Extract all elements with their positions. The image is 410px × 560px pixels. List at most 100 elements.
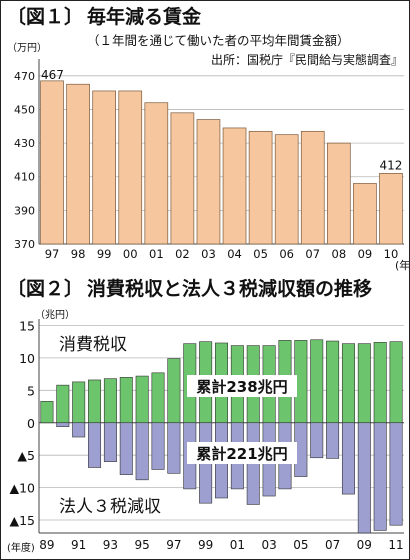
fig2-annotation-upper: 累計238兆円 [196,378,287,396]
fig1-y-tick-label: 430 [14,137,35,150]
fig2-panel-label: 〔図２〕 [7,277,83,300]
fig1-bar [40,80,64,245]
fig1-y-tick-label: 370 [14,238,35,251]
fig1-bar [66,83,90,245]
fig1-bar [170,112,195,245]
fig2-y-tick-label: 10 [19,351,35,366]
fig2-bar-corporate [88,422,102,468]
fig2-y-tick-label: ▲5 [17,448,35,463]
fig2-bar-corporate [326,422,340,459]
fig2-annotation-bg-upper [187,375,297,397]
fig2-bar-consumption [56,384,70,424]
fig1-x-tick-label: 02 [175,247,190,261]
fig2-y-tick-label: 15 [19,318,35,333]
fig2-bar-corporate [135,422,149,481]
fig1-y-tick-label: 470 [14,70,35,83]
fig2-x-tick-label: 05 [293,538,308,552]
fig2-y-tick-label: ▲15 [9,513,35,528]
fig2-x-unit: (年度) [7,541,35,554]
fig2-x-tick-label: 89 [39,538,54,552]
fig2-bar-corporate [373,422,387,531]
fig2-annotation-bg-lower [187,442,297,464]
fig1-bar [196,119,221,245]
fig1-title: 毎年減る賃金 [87,5,202,28]
fig2-x-tick-label: 03 [261,538,276,552]
fig1-bar [92,90,117,245]
fig2-bar-consumption [103,378,117,424]
fig1-x-tick-label: 07 [305,247,320,261]
fig1-x-tick-label: 05 [253,247,268,261]
fig2-series-label-bg-2 [55,493,175,517]
fig2-y-unit: （兆円） [35,309,75,321]
fig1-bar [327,142,351,245]
fig2-bar-corporate [389,422,403,526]
fig1-x-tick-label: 98 [71,247,86,261]
fig2-bar-corporate [341,422,355,495]
fig1-bar [379,173,403,245]
fig2-x-tick-label: 09 [357,538,372,552]
fig2-bar-corporate [72,422,86,438]
fig2-bar-corporate [103,422,117,462]
fig1-bar [248,130,273,245]
fig1-bar [300,130,325,245]
fig1-x-tick-label: 06 [279,247,294,261]
fig2-x-tick-label: 91 [71,538,86,552]
fig1-y-tick-label: 410 [14,171,35,184]
fig1-bar [353,183,377,245]
fig1-y-axis: 370 390 410 430 450 470 [14,70,35,251]
fig2-x-tick-label: 07 [325,538,340,552]
fig2-bar-consumption [326,340,340,424]
fig1-x-axis: 97 98 99 00 01 02 03 04 05 06 07 08 09 10 [45,247,399,261]
fig2-x-tick-label: 01 [230,538,245,552]
fig2-bar-consumption [40,401,54,424]
fig2-bar-consumption [341,343,355,424]
fig1-x-tick-label: 04 [227,247,242,261]
fig1-x-tick-label: 03 [201,247,216,261]
fig2-x-tick-label: 93 [103,538,118,552]
fig1-bars [40,80,403,245]
fig1-x-tick-label: 01 [149,247,164,261]
fig1-subtitle: （１年間を通じて働いた者の平均年間賃金額） [87,33,350,48]
fig2-bar-corporate [357,422,371,534]
fig2-bar-consumption [389,341,403,424]
fig2-bar-corporate [310,422,324,459]
fig1-x-unit: (年) [395,258,409,272]
fig2-y-tick-label: 0 [27,416,35,431]
fig1-panel-label: 〔図１〕 [7,5,83,28]
fig2-y-tick-label: ▲10 [9,481,35,496]
fig1-x-tick-label: 09 [358,247,373,261]
fig1-data-label-first: 467 [41,68,64,82]
fig2-bar-corporate [151,422,165,470]
fig2-bar-consumption [357,343,371,424]
fig1-y-unit: （万円） [7,42,47,54]
fig1-y-tick-label: 450 [14,103,35,116]
fig1-source: 出所：国税庁『民間給与実態調査』 [211,52,403,67]
fig1-bar [274,134,299,245]
fig2-annotation-lower: 累計221兆円 [196,445,287,463]
fig2-x-tick-label: 95 [135,538,150,552]
fig2-bar-consumption [310,339,324,424]
fig2-x-axis: 89 91 93 95 97 99 01 03 05 07 09 11 [39,538,403,552]
fig2-series-label-consumption: 消費税収 [59,335,127,355]
fig2-y-tick-label: 5 [27,383,35,398]
fig2-bar-corporate [119,422,133,475]
fig1-bar [222,127,247,245]
fig2-series-label-corporate: 法人３税減収 [59,497,161,517]
fig2-bar-consumption [72,381,86,424]
fig1-data-label-last: 412 [380,158,403,172]
fig2-bar-consumption [135,375,149,424]
fig2-bar-corporate [56,422,70,427]
fig2-bar-corporate [167,422,181,474]
fig2-x-tick-label: 99 [198,538,213,552]
fig2-bar-consumption [373,342,387,424]
fig1-x-tick-label: 99 [97,247,112,261]
fig1-x-tick-label: 00 [123,247,138,261]
fig2-title: 消費税収と法人３税減収額の推移 [87,277,372,300]
fig1-bar [118,90,143,245]
fig2-y-axis: 15 10 5 0 ▲5 ▲10 ▲15 [9,318,35,528]
fig2-bar-consumption [167,358,181,424]
fig1-bar [144,102,169,245]
fig1-x-tick-label: 97 [45,247,60,261]
